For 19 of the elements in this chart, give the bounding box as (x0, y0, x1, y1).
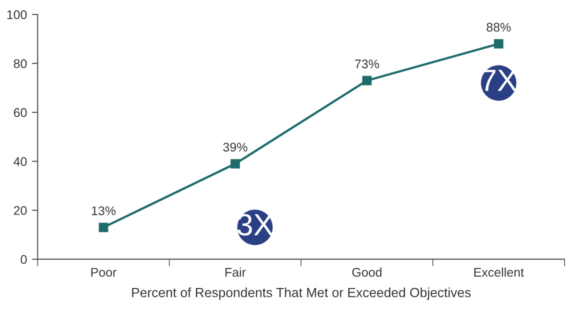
y-tick-label: 0 (20, 255, 27, 264)
data-label: 73% (355, 60, 380, 68)
point (98, 222, 108, 232)
y-tick-label: 20 (14, 206, 27, 215)
y-tick-label: 40 (14, 157, 27, 166)
x-tick-label: Good (352, 268, 382, 277)
data-label: 88% (486, 22, 511, 32)
y-tick-label: 60 (14, 108, 27, 118)
x-tick-label: Poor (91, 268, 116, 277)
y-tick-label: 100 (7, 10, 27, 20)
x-axis-title: Percent of Respondents That Met or Exceeded Objectives (132, 288, 471, 300)
data-label: 13% (92, 206, 116, 216)
x-tick-label: Fair (225, 268, 246, 277)
x-tick-label: Excellent (474, 268, 524, 277)
data-label: 39% (223, 142, 248, 152)
point (230, 159, 240, 168)
point (494, 39, 504, 49)
y-tick-label: 80 (14, 59, 27, 68)
point (362, 76, 372, 86)
